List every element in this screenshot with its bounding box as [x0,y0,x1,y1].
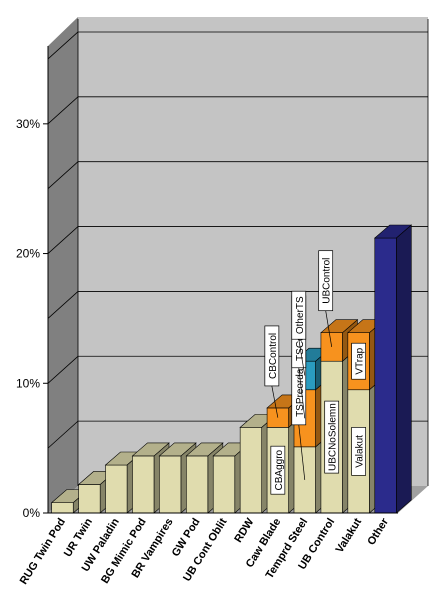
segment-label-9-0: TSPreordain [295,361,306,417]
segment-label-box-10-0 [324,400,340,474]
bar-segment-12-0 [374,237,397,514]
bar-segment-0-0 [51,502,74,514]
segment-label-box-10-1 [318,250,334,312]
bar-top-4 [158,442,197,457]
label-leader-9-1 [298,367,306,419]
gridline-left-3 [47,226,79,254]
bar-top-3 [131,442,170,457]
label-leader-10-1 [325,310,333,348]
gridline-left-1 [47,355,79,384]
segment-label-box-8-1 [264,325,280,387]
y-tick-label-2: 20% [16,247,40,261]
gridline-left-5 [47,96,79,125]
bar-segment-7-0 [239,427,262,514]
segment-label-10-0: UBCNoSolemn [328,403,339,471]
segment-label-10-1: UBControl [322,258,333,304]
y-axis-tick-labels: 0% 10% 20% 30% [16,117,48,520]
bar-segment-3-0 [132,455,155,514]
label-leader-9-2 [298,339,306,376]
label-leader-9-0 [298,424,306,480]
segment-label-11-1: VTrap [355,347,366,374]
bar-segment-4-0 [159,455,182,514]
bar-side-12-0 [396,224,412,514]
gridline-left-4 [47,161,79,189]
segment-label-box-11-0 [351,427,366,476]
gridline-left-0 [47,420,79,449]
bar-top-5 [185,442,224,457]
bar-segment-1-0 [78,484,101,514]
left-wall [48,17,78,513]
label-leader-8-1 [271,385,279,418]
bar-segment-2-0 [105,464,128,514]
bar-top-10 [320,319,359,333]
gridline-left-2 [47,291,79,319]
segment-label-box-8-0 [270,445,286,495]
bar-top-12 [373,224,413,239]
bar-segment-5-0 [186,455,209,514]
segment-label-8-1: CBControl [268,333,279,379]
segment-label-11-0: Valakut [355,435,366,468]
gridline-left-6 [47,31,79,60]
segment-label-box-11-1 [351,342,366,380]
segment-label-9-2: OtherTS [295,296,306,334]
bar-segment-6-0 [212,455,236,514]
bar-other [373,224,413,514]
segment-labels: CBAggroCBControlTSPreordainTSContestedOt… [264,250,366,495]
y-tick-label-3: 30% [16,117,40,131]
segment-label-box-9-2 [291,290,307,340]
y-tick-label-1: 10% [16,376,40,390]
segment-label-8-0: CBAggro [274,449,285,490]
y-tick-label-0: 0% [23,506,41,520]
gridlines [47,19,429,486]
